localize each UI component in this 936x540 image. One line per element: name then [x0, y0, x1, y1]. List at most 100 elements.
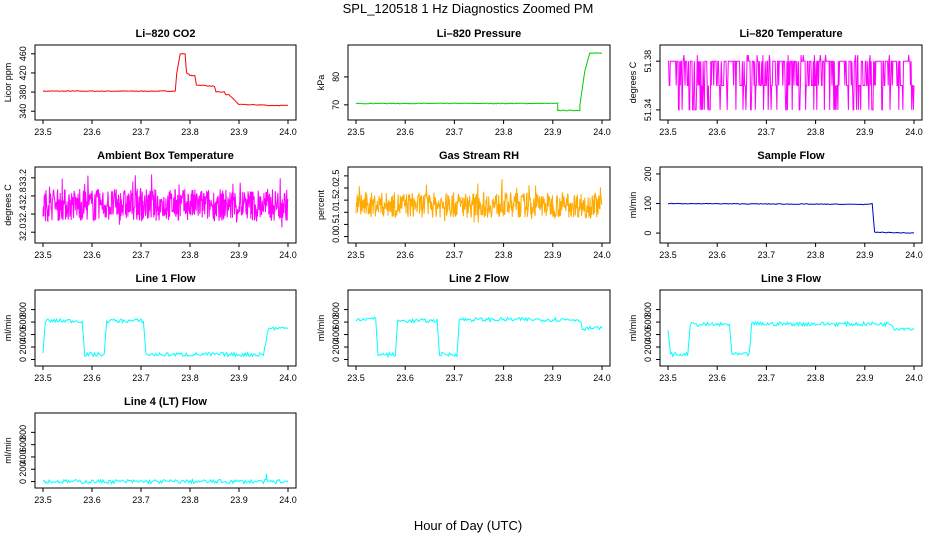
x-tick-label: 23.8 — [807, 250, 825, 260]
y-tick-label: 2.0 — [331, 182, 341, 195]
panel-4: Ambient Box Temperature degrees C 23.5 23.6… — [3, 150, 297, 260]
panel-1: Li–820 CO2 Licor ppm 23.5 23.6 23.7 23.8 23.9 2… — [3, 28, 297, 137]
plot-frame — [347, 166, 611, 244]
x-tick-label: 24.0 — [905, 250, 923, 260]
y-tick-label: 200 — [643, 340, 653, 355]
panel-title: Line 4 (LT) Flow — [124, 396, 207, 408]
x-tick-label: 23.7 — [132, 250, 150, 260]
panel-5: Gas Stream RH percent 23.5 23.6 23.7 23.8 23.9… — [316, 150, 611, 260]
x-tick-label: 23.6 — [396, 373, 414, 383]
series-line — [355, 52, 603, 112]
y-axis-label: kPa — [316, 75, 326, 91]
x-tick-label: 23.9 — [856, 127, 874, 137]
y-tick-label: 1.0 — [331, 206, 341, 219]
plot-frame — [659, 289, 923, 367]
x-tick-label: 23.8 — [495, 127, 513, 137]
y-tick-label: 51.38 — [643, 50, 653, 73]
x-tick-label: 23.7 — [446, 250, 464, 260]
series-line — [42, 317, 288, 358]
x-tick-label: 23.5 — [34, 495, 52, 505]
x-tick-label: 23.6 — [396, 250, 414, 260]
y-tick-label: 460 — [18, 46, 28, 61]
y-axis-label: degrees C — [3, 184, 13, 226]
y-tick-label: 400 — [643, 327, 653, 342]
x-tick-label: 23.6 — [708, 373, 726, 383]
y-axis-label: ml/min — [628, 192, 638, 219]
y-tick-label: 2.5 — [331, 170, 341, 183]
x-tick-label: 23.7 — [132, 495, 150, 505]
x-tick-label: 23.9 — [544, 250, 562, 260]
x-tick-label: 23.7 — [446, 127, 464, 137]
y-tick-label: 70 — [331, 100, 341, 110]
series-line — [668, 55, 915, 111]
panel-3: Li–820 Temperature degrees C 23.5 23.6 23.7 2… — [628, 28, 923, 137]
panel-title: Gas Stream RH — [439, 150, 519, 162]
y-tick-label: 32.8 — [18, 187, 28, 205]
x-tick-label: 23.5 — [34, 250, 52, 260]
series-line — [668, 202, 915, 234]
y-tick-label: 380 — [18, 85, 28, 100]
x-tick-label: 23.7 — [132, 373, 150, 383]
panel-title: Li–820 Temperature — [739, 28, 842, 40]
y-tick-label: 1.5 — [331, 194, 341, 207]
x-tick-label: 23.5 — [659, 127, 677, 137]
y-tick-label: 32.0 — [18, 223, 28, 241]
x-axis-caption: Hour of Day (UTC) — [414, 518, 522, 533]
y-tick-label: 200 — [18, 462, 28, 477]
y-tick-label: 33.2 — [18, 169, 28, 187]
series-line — [355, 179, 603, 223]
y-axis-label: percent — [316, 189, 326, 220]
y-axis-label: ml/min — [316, 315, 326, 342]
y-tick-label: 32.4 — [18, 205, 28, 223]
y-tick-label: 80 — [331, 72, 341, 82]
x-tick-label: 23.7 — [446, 373, 464, 383]
y-tick-label: 0.5 — [331, 218, 341, 231]
y-axis-label: ml/min — [3, 315, 13, 342]
x-tick-label: 23.8 — [181, 373, 199, 383]
plot-frame — [347, 289, 611, 367]
x-tick-label: 23.6 — [708, 127, 726, 137]
x-tick-label: 23.5 — [347, 373, 365, 383]
x-tick-label: 23.5 — [34, 373, 52, 383]
plot-frame — [34, 412, 297, 489]
panel-title: Ambient Box Temperature — [97, 150, 234, 162]
y-axis-label: degrees C — [628, 61, 638, 103]
x-tick-label: 23.8 — [181, 495, 199, 505]
plot-frame — [659, 166, 923, 244]
y-tick-label: 800 — [18, 425, 28, 440]
y-tick-label: 400 — [331, 327, 341, 342]
y-tick-label: 0.0 — [331, 230, 341, 243]
x-tick-label: 23.9 — [544, 373, 562, 383]
x-tick-label: 24.0 — [279, 373, 297, 383]
y-axis-label: ml/min — [628, 315, 638, 342]
panel-8: Line 2 Flow ml/min 23.5 23.6 23.7 23.8 23.9 24.… — [316, 273, 611, 383]
x-tick-label: 24.0 — [905, 127, 923, 137]
y-tick-label: 600 — [18, 315, 28, 330]
y-tick-label: 420 — [18, 65, 28, 80]
x-tick-label: 23.6 — [83, 373, 101, 383]
x-tick-label: 23.9 — [230, 250, 248, 260]
x-tick-label: 24.0 — [279, 250, 297, 260]
panel-title: Line 2 Flow — [449, 273, 509, 285]
panel-grid: Li–820 CO2 Licor ppm 23.5 23.6 23.7 23.8 23.9 2… — [3, 28, 923, 505]
series-line — [42, 52, 289, 107]
y-tick-label: 200 — [18, 340, 28, 355]
x-tick-label: 23.8 — [181, 127, 199, 137]
x-tick-label: 23.9 — [230, 495, 248, 505]
figure-title: SPL_120518 1 Hz Diagnostics Zoomed PM — [343, 1, 594, 16]
x-tick-label: 23.6 — [83, 127, 101, 137]
panel-9: Line 3 Flow ml/min 23.5 23.6 23.7 23.8 23.9 24.… — [628, 273, 923, 383]
x-tick-label: 23.7 — [758, 250, 776, 260]
y-tick-label: 400 — [18, 449, 28, 464]
plot-frame — [659, 44, 923, 121]
y-tick-label: 400 — [18, 327, 28, 342]
y-axis-label: Licor ppm — [3, 63, 13, 103]
x-tick-label: 23.5 — [347, 250, 365, 260]
panel-title: Li–820 Pressure — [437, 28, 521, 40]
y-tick-label: 100 — [643, 196, 653, 211]
y-tick-label: 0 — [18, 357, 28, 362]
panel-6: Sample Flow ml/min 23.5 23.6 23.7 23.8 23.9 24.… — [628, 150, 923, 260]
x-tick-label: 23.7 — [758, 373, 776, 383]
y-tick-label: 0 — [643, 231, 653, 236]
panel-title: Sample Flow — [757, 150, 825, 162]
